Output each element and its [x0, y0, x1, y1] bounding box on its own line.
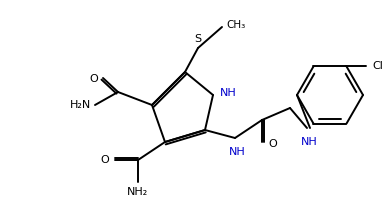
Text: NH: NH [220, 88, 237, 98]
Text: O: O [100, 155, 109, 165]
Text: CH₃: CH₃ [226, 20, 245, 30]
Text: Cl: Cl [372, 61, 383, 71]
Text: NH: NH [301, 137, 317, 147]
Text: NH₂: NH₂ [128, 187, 149, 197]
Text: S: S [195, 34, 202, 44]
Text: O: O [268, 139, 277, 149]
Text: NH: NH [229, 147, 245, 157]
Text: O: O [89, 74, 98, 84]
Text: H₂N: H₂N [70, 100, 91, 110]
